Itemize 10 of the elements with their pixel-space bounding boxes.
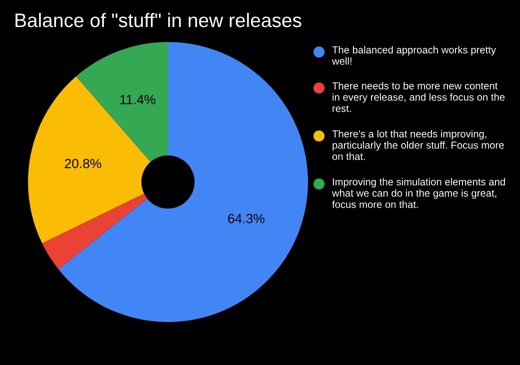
data-label: 20.8% [64, 158, 102, 168]
donut-slice [58, 42, 308, 322]
legend-label: There needs to be more new content in every release, and less focus on the rest. [332, 82, 505, 112]
legend-label: The balanced approach works pretty well! [332, 46, 496, 65]
legend-label: Improving the simulation elements and what we can do in the game is great, focus more on that. [332, 178, 505, 208]
chart-title: Balance of "stuff" in new releases [16, 12, 302, 28]
data-label: 64.3% [228, 214, 264, 224]
legend-label: There's a lot that needs improving, particularly the older stuff. Focus more on that. [332, 130, 504, 160]
data-label: 11.4% [120, 94, 156, 104]
donut-slice [42, 194, 148, 270]
